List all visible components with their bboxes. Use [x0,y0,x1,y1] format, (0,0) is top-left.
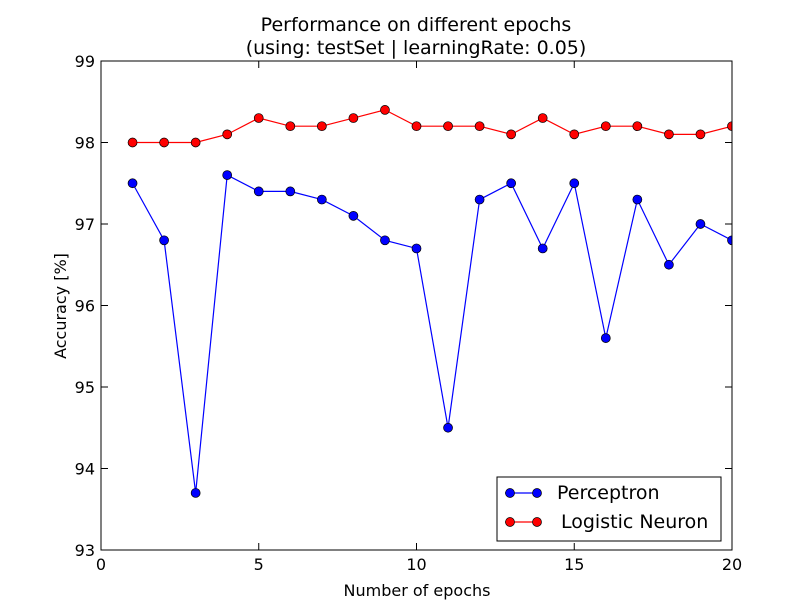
series-line-perceptron [132,174,732,494]
point-logistic-neuron [537,113,548,123]
point-perceptron [664,259,674,270]
x-tick-label: 10 [406,555,426,574]
point-logistic-neuron [380,105,390,115]
point-perceptron [253,186,264,197]
x-tick-label: 0 [96,555,106,574]
point-perceptron [600,333,611,343]
legend-box [496,476,722,542]
point-perceptron [285,186,296,197]
plot-area: 0 5 10 15 20 93 94 95 96 97 98 99 [75,52,743,574]
y-axis-label: Accuracy [%] [51,253,70,359]
series-line-logistic-neuron [132,109,732,144]
x-tick-label: 20 [722,555,742,574]
point-perceptron [506,178,516,189]
point-perceptron [474,194,485,205]
point-perceptron [222,170,233,180]
legend-marker-logistic-neuron [532,517,542,527]
legend-marker-perceptron [532,488,542,498]
y-tick-label: 97 [75,215,95,234]
point-logistic-neuron [253,113,264,123]
point-logistic-neuron [600,121,611,132]
point-perceptron [317,194,327,205]
point-perceptron [190,488,201,498]
chart-subtitle: (using: testSet | learningRate: 0.05) [246,37,587,59]
point-logistic-neuron [506,129,516,140]
point-logistic-neuron [222,129,233,140]
point-logistic-neuron [474,121,485,132]
point-logistic-neuron [317,121,327,132]
point-perceptron [127,178,138,189]
point-logistic-neuron [190,137,201,148]
y-tick-label: 93 [75,541,95,560]
x-tick-label: 15 [564,555,584,574]
legend-marker-perceptron [505,488,515,498]
chart-title: Performance on different epochs [261,14,572,36]
point-perceptron [569,178,580,189]
y-tick-label: 98 [75,134,95,153]
point-perceptron [411,243,422,254]
y-tick-label: 94 [75,460,95,479]
point-perceptron [727,235,732,246]
legend-label-logistic-neuron: Logistic Neuron [561,511,708,533]
point-perceptron [537,243,548,254]
point-logistic-neuron [632,121,643,132]
y-tick-label: 96 [75,297,95,316]
point-logistic-neuron [411,121,422,132]
x-tick-label: 5 [254,555,264,574]
legend-marker-logistic-neuron [505,517,515,527]
point-perceptron [380,235,390,246]
point-logistic-neuron [443,121,453,132]
legend-label-perceptron: Perceptron [557,482,660,504]
point-perceptron [348,211,359,221]
y-tick-label: 99 [75,52,95,71]
point-logistic-neuron [695,129,706,140]
point-logistic-neuron [664,129,674,140]
point-logistic-neuron [727,121,732,132]
point-logistic-neuron [159,137,169,148]
y-tick-label: 95 [75,378,95,397]
point-perceptron [695,219,706,229]
point-logistic-neuron [348,113,359,123]
point-logistic-neuron [127,137,138,148]
point-perceptron [159,235,169,246]
point-logistic-neuron [285,121,296,132]
legend: Perceptron Logistic Neuron [496,476,722,542]
point-perceptron [632,194,643,205]
point-perceptron [443,422,453,433]
x-axis-label: Number of epochs [344,581,491,600]
point-logistic-neuron [569,129,580,140]
